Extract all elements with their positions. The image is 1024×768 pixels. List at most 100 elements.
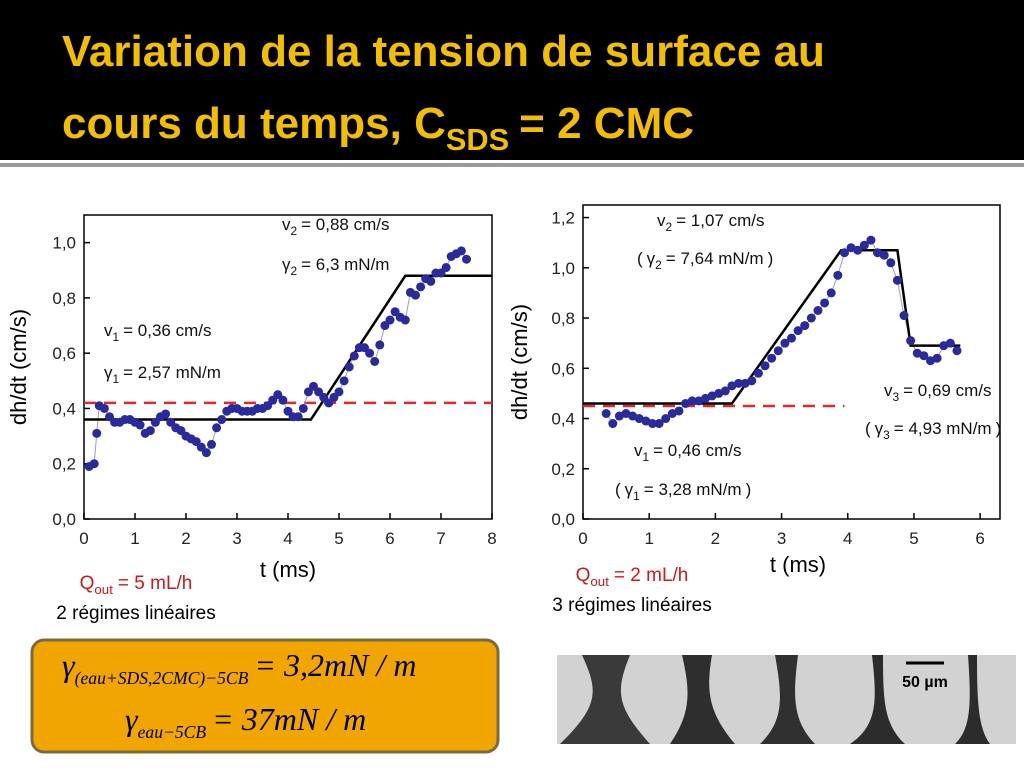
data-point: [349, 351, 359, 361]
caption-note: 2 régimes linéaires: [56, 603, 215, 624]
annotation-part: = 0,36 cm/s: [123, 321, 211, 340]
annotation-part: 2: [655, 258, 662, 272]
data-point: [278, 395, 288, 405]
y-tick-label: 0,4: [52, 399, 76, 418]
neck: [760, 655, 815, 744]
data-point: [385, 315, 395, 325]
data-point: [674, 406, 684, 416]
caption: Qout = 2 mL/h: [576, 565, 689, 589]
data-point: [334, 387, 344, 397]
annotation-part: ): [746, 480, 752, 499]
slide-title-part: Variation de la tension de surface au: [62, 27, 825, 76]
annotation: v1 = 0,36 cm/s: [104, 321, 211, 344]
data-point: [426, 276, 436, 286]
title-band: [0, 0, 1024, 160]
data-point: [892, 275, 902, 285]
y-tick-label: 0,2: [551, 460, 575, 479]
data-point: [886, 258, 896, 268]
data-point: [400, 315, 410, 325]
y-tick-label: 1,0: [52, 234, 76, 253]
formula: γ(eau+SDS,2CMC)−5CB = 3,2mN / m: [62, 647, 416, 688]
y-tick-label: 0,8: [551, 309, 575, 328]
y-axis-label: dh/dt (cm/s): [6, 309, 31, 425]
title-rule: [0, 163, 1024, 167]
data-point: [161, 409, 171, 419]
data-point: [298, 403, 308, 413]
annotation-part: γ: [104, 363, 113, 382]
formula-part: (eau+SDS,2CMC)−5CB: [75, 668, 249, 688]
data-point: [734, 378, 744, 388]
y-tick-label: 0,0: [52, 510, 76, 529]
data-point: [760, 361, 770, 371]
formula: γeau−5CB = 37mN / m: [125, 701, 366, 742]
data-point: [906, 336, 916, 346]
x-tick-label: 2: [711, 529, 720, 548]
slide-title-part: = 2 CMC: [519, 99, 694, 148]
annotation-part: 2: [291, 224, 298, 238]
neck: [955, 655, 990, 744]
data-point: [813, 306, 823, 316]
data-point: [462, 254, 471, 264]
formula-box: [30, 638, 500, 754]
annotation-part: = 0,88 cm/s: [301, 215, 389, 234]
micrograph: 50 µm: [557, 655, 1016, 744]
data-point: [753, 368, 763, 378]
x-tick-label: 8: [487, 529, 496, 548]
data-point: [833, 270, 843, 280]
annotation-part: v: [104, 321, 113, 340]
data-point: [92, 428, 102, 438]
annotation: v3 = 0,69 cm/s: [884, 381, 991, 404]
annotation-part: 3: [883, 428, 890, 442]
data-point: [773, 346, 783, 356]
y-tick-label: 1,2: [551, 209, 575, 228]
data-point: [99, 403, 109, 413]
x-tick-label: 0: [79, 529, 88, 548]
y-tick-label: 0,0: [551, 510, 575, 529]
annotation: (γ3 = 4,93 mN/m): [865, 419, 1001, 442]
caption-part: Q: [576, 565, 591, 586]
data-point: [212, 423, 222, 433]
annotation-part: (: [637, 249, 643, 268]
formula-part: = 3,2mN / m: [254, 647, 416, 683]
data-point: [344, 362, 354, 372]
data-point: [654, 419, 664, 429]
data-point: [365, 348, 375, 358]
annotation-part: γ: [647, 249, 656, 268]
scale-bar-label: 50 µm: [902, 674, 948, 691]
annotation-part: 1: [113, 330, 120, 344]
annotation-part: = 0,46 cm/s: [653, 441, 741, 460]
annotation: γ2 = 6,3 mN/m: [282, 255, 389, 278]
caption-note: 3 régimes linéaires: [552, 595, 711, 616]
data-point: [416, 282, 426, 292]
annotation-part: = 7,64 mN/m: [666, 249, 764, 268]
data-point: [661, 414, 671, 424]
data-point: [89, 459, 99, 469]
y-tick-label: 0,8: [52, 289, 76, 308]
annotation-part: 2: [291, 264, 298, 278]
annotation-part: 1: [633, 489, 640, 503]
data-point: [767, 353, 777, 363]
annotation: (γ1 = 3,28 mN/m): [615, 480, 751, 503]
y-tick-label: 1,0: [551, 259, 575, 278]
data-point: [793, 326, 803, 336]
data-point: [608, 419, 618, 429]
y-tick-label: 0,6: [551, 359, 575, 378]
data-point: [919, 351, 929, 361]
data-point: [687, 396, 697, 406]
data-point: [806, 313, 816, 323]
data-point: [135, 420, 145, 430]
neck: [560, 655, 650, 744]
x-tick-label: 3: [232, 529, 241, 548]
annotation-part: (: [865, 419, 871, 438]
caption-part: = 5 mL/h: [118, 573, 192, 594]
data-point: [787, 333, 796, 343]
annotation-part: = 1,07 cm/s: [676, 211, 764, 230]
annotation-part: 3: [893, 390, 900, 404]
caption-part: Q: [80, 573, 95, 594]
data-point: [839, 248, 849, 258]
x-tick-label: 3: [777, 529, 786, 548]
x-tick-label: 2: [181, 529, 190, 548]
x-tick-label: 1: [130, 529, 139, 548]
data-point: [853, 245, 863, 255]
